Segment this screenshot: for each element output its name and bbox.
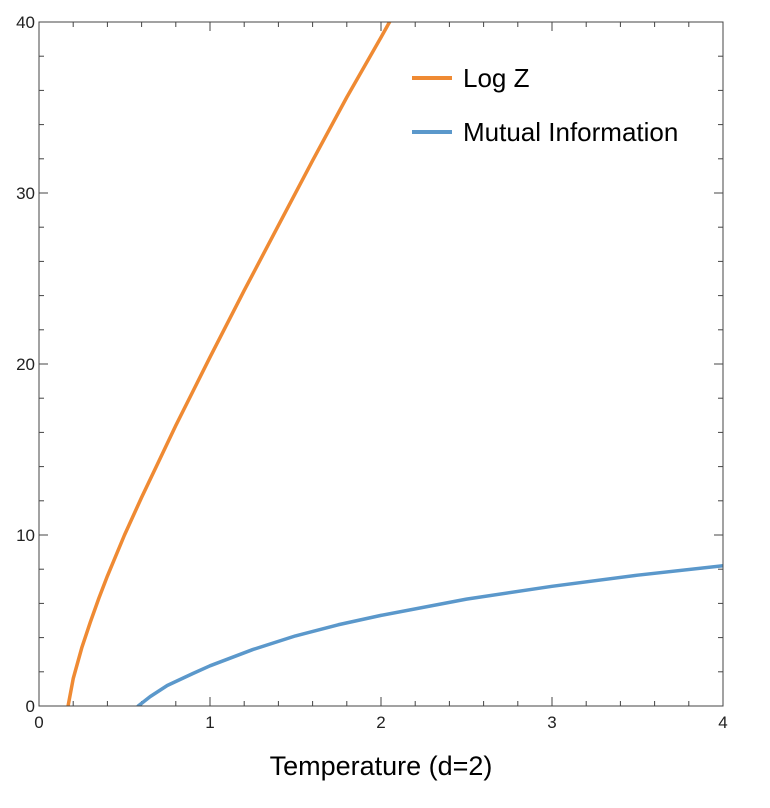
y-tick-label: 20 [16,355,35,374]
series-layer [66,22,723,706]
series-line-log-z [66,22,392,706]
minor-ticks [39,22,723,706]
legend: Log Z Mutual Information [412,63,678,147]
x-tick-label: 0 [34,713,43,732]
x-tick-label: 4 [718,713,727,732]
y-tick-label: 40 [16,13,35,32]
legend-label-mutual-information: Mutual Information [463,117,678,147]
series-line-mutual-information [136,564,723,706]
y-tick-label: 30 [16,184,35,203]
y-tick-label: 10 [16,526,35,545]
x-tick-label: 1 [205,713,214,732]
y-tick-label: 0 [26,697,35,716]
major-ticks [38,21,724,707]
x-axis-title: Temperature (d=2) [270,751,493,781]
legend-label-log-z: Log Z [463,63,530,93]
x-tick-label: 2 [376,713,385,732]
x-tick-label: 3 [547,713,556,732]
